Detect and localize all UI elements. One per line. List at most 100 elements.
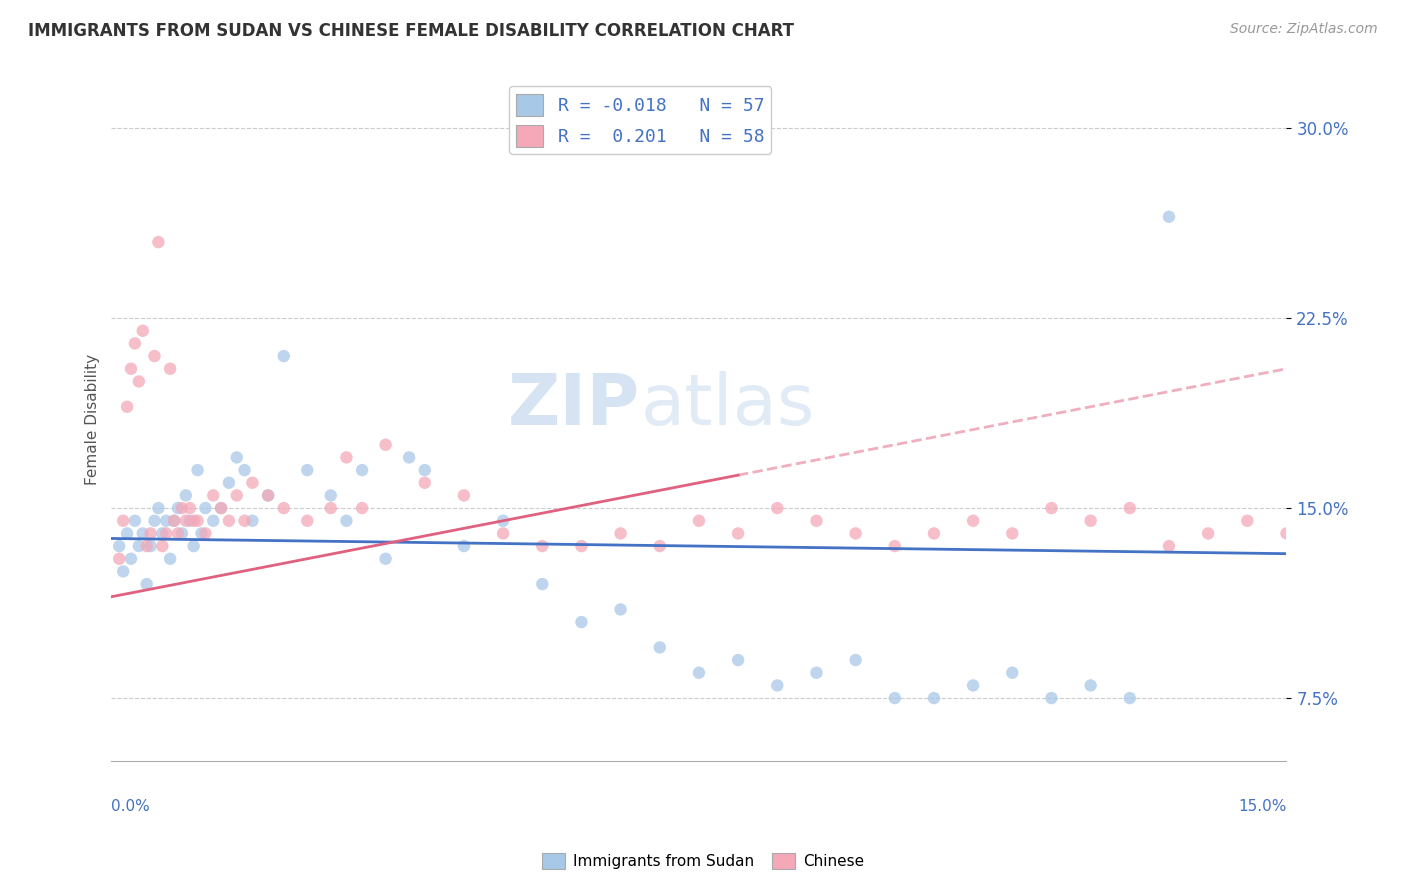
Point [159,361,181,376]
Point [132,526,155,541]
Point [218,514,240,528]
Point [132,324,155,338]
Text: 15.0%: 15.0% [1239,799,1286,814]
Point [352,463,374,477]
Point [845,526,868,541]
Point [492,514,515,528]
Point [155,526,177,541]
Point [150,539,173,553]
Point [374,551,396,566]
Legend: R = -0.018   N = 57, R =  0.201   N = 58: R = -0.018 N = 57, R = 0.201 N = 58 [509,87,772,154]
Point [183,514,205,528]
Point [148,501,170,516]
Point [187,514,209,528]
Point [1119,501,1142,516]
Point [571,615,593,629]
Point [1040,691,1063,706]
Point [174,488,197,502]
Point [688,665,710,680]
Point [609,526,631,541]
Point [108,551,131,566]
Point [233,514,256,528]
Point [1275,526,1298,541]
Point [112,565,135,579]
Point [1080,678,1102,692]
Point [135,577,157,591]
Point [170,501,193,516]
Point [167,501,190,516]
Point [922,691,945,706]
Point [225,488,247,502]
Y-axis label: Female Disability: Female Disability [86,354,100,485]
Point [170,526,193,541]
Point [124,336,146,351]
Point [209,501,232,516]
Point [187,463,209,477]
Point [806,665,828,680]
Point [155,514,177,528]
Text: 0.0%: 0.0% [111,799,150,814]
Point [1080,514,1102,528]
Point [845,653,868,667]
Point [766,678,789,692]
Point [150,526,173,541]
Point [374,438,396,452]
Point [242,514,264,528]
Point [727,653,749,667]
Point [492,526,515,541]
Point [531,577,554,591]
Point [115,526,138,541]
Point [135,539,157,553]
Point [1157,210,1180,224]
Point [273,501,295,516]
Point [257,488,280,502]
Point [163,514,186,528]
Point [128,539,150,553]
Point [335,450,357,465]
Text: ZIP: ZIP [508,371,640,441]
Point [571,539,593,553]
Point [398,450,420,465]
Point [1197,526,1219,541]
Point [159,551,181,566]
Point [163,514,186,528]
Text: atlas: atlas [640,371,814,441]
Point [202,488,225,502]
Point [806,514,828,528]
Point [727,526,749,541]
Point [531,539,554,553]
Point [1001,665,1024,680]
Point [1157,539,1180,553]
Point [139,526,162,541]
Point [297,514,319,528]
Point [179,501,201,516]
Point [688,514,710,528]
Point [766,501,789,516]
Point [1001,526,1024,541]
Point [174,514,197,528]
Point [1040,501,1063,516]
Point [143,349,166,363]
Text: IMMIGRANTS FROM SUDAN VS CHINESE FEMALE DISABILITY CORRELATION CHART: IMMIGRANTS FROM SUDAN VS CHINESE FEMALE … [28,22,794,40]
Point [108,539,131,553]
Point [962,678,984,692]
Point [148,235,170,249]
Point [139,539,162,553]
Point [413,463,436,477]
Point [297,463,319,477]
Point [648,539,671,553]
Point [273,349,295,363]
Point [319,488,342,502]
Point [648,640,671,655]
Point [194,526,217,541]
Point [124,514,146,528]
Point [120,551,142,566]
Point [225,450,247,465]
Point [883,539,905,553]
Point [242,475,264,490]
Point [143,514,166,528]
Point [115,400,138,414]
Point [112,514,135,528]
Point [183,539,205,553]
Point [218,475,240,490]
